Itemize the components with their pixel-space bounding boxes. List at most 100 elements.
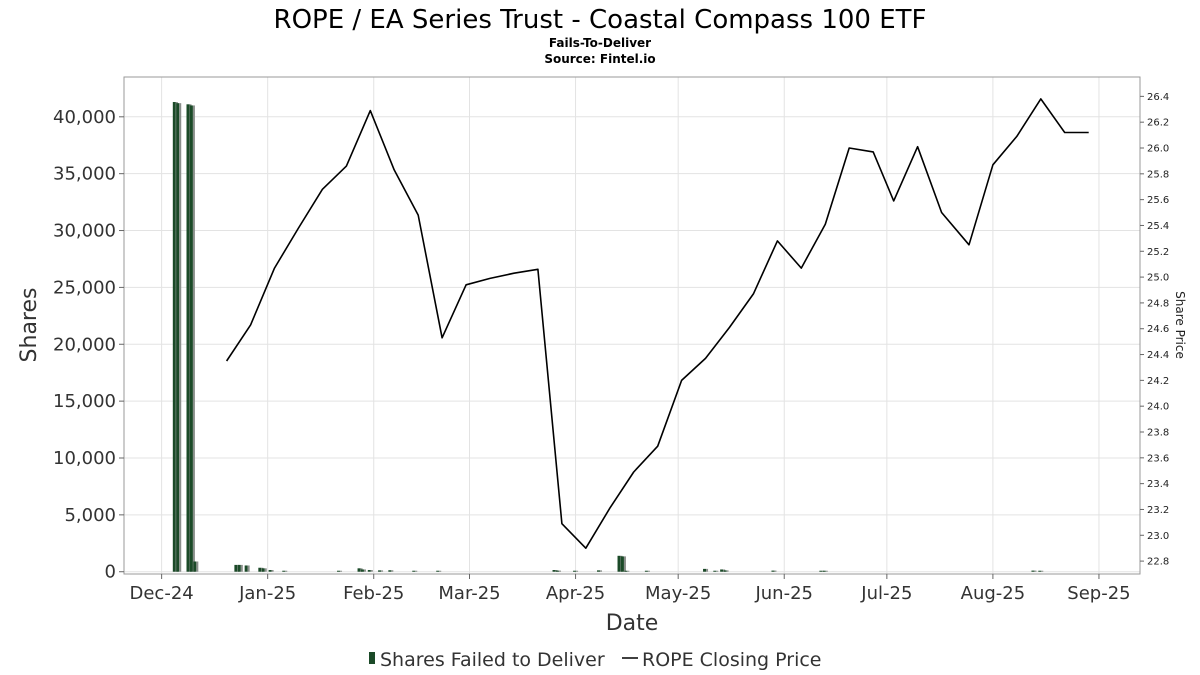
y-right-tick-label: 25.4 [1147,221,1169,232]
fails-bar [367,570,371,572]
fails-bar-shadow [706,568,709,572]
chart-subtitle-line-1: Fails-To-Deliver [549,36,651,50]
y-right-tick-label: 24.4 [1147,350,1169,361]
x-tick-label: May-25 [645,583,711,604]
fails-bars [172,102,1044,572]
fails-bar [261,568,265,572]
fails-bar [822,570,826,572]
y-tick-label: 40,000 [53,107,116,128]
y-axis-right-label: Share Price [1173,291,1187,359]
y-right-tick-label: 26.4 [1147,92,1169,103]
fails-bar [771,570,775,572]
fails-bar [186,104,190,572]
fails-bar [337,570,341,572]
y-axis-left-ticks: 0 5,000 10,000 15,000 20,000 25,000 30,000 35,0… [53,107,124,583]
x-tick-label: Jul-25 [860,583,912,604]
x-tick-label: Dec-24 [130,583,194,604]
fails-bar [360,569,364,572]
y-right-tick-label: 23.0 [1147,531,1169,542]
y-tick-label: 35,000 [53,164,116,185]
chart-subtitle-line-2: Source: Fintel.io [544,52,655,66]
legend: Shares Failed to Deliver ROPE Closing Pr… [369,649,822,671]
fails-bar-shadow [196,561,199,572]
fails-bar [388,570,392,572]
y-right-tick-label: 24.2 [1147,376,1169,387]
fails-bar [597,570,601,572]
fails-bar-shadow [240,564,243,572]
y-right-tick-label: 23.4 [1147,479,1169,490]
y-tick-label: 10,000 [53,448,116,469]
fails-bar [1038,570,1042,572]
x-tick-label: Mar-25 [438,583,500,604]
fails-bar [268,570,272,572]
x-axis-ticks: Dec-24 Jan-25 Feb-25 Mar-25 Apr-25 May-25 Jun-… [130,574,1131,604]
y-right-tick-label: 25.0 [1147,273,1169,284]
y-right-tick-label: 23.6 [1147,453,1169,464]
fails-bar-shadow [774,570,777,572]
price-line-group [225,98,1089,550]
x-tick-label: Jun-25 [754,583,813,604]
fails-bar [189,105,193,572]
price-line [225,98,1089,550]
y-tick-label: 5,000 [64,505,116,526]
fails-bar [244,565,248,572]
y-right-tick-label: 26.0 [1147,144,1169,155]
x-tick-label: Sep-25 [1067,583,1130,604]
fails-bar-shadow [285,570,288,572]
grid-lines [124,77,1140,574]
fails-bar [617,555,621,572]
fails-bar-shadow [391,570,394,572]
fails-bar [172,102,176,572]
fails-bar-shadow [627,570,630,572]
fails-bar-shadow [247,565,250,572]
fails-bar-shadow [439,570,442,572]
fails-bar [713,570,717,572]
y-tick-label: 30,000 [53,221,116,242]
fails-bar-shadow [1034,570,1037,572]
fails-bar-shadow [370,570,373,572]
fails-bar [282,570,286,572]
fails-bar [234,564,238,572]
y-right-tick-label: 22.8 [1147,557,1169,568]
y-right-tick-label: 23.8 [1147,428,1169,439]
y-tick-label: 20,000 [53,334,116,355]
fails-bar [1031,570,1035,572]
legend-label-fails: Shares Failed to Deliver [380,649,605,671]
y-right-tick-label: 23.2 [1147,505,1169,516]
fails-bar [573,570,577,572]
y-tick-label: 15,000 [53,391,116,412]
y-right-tick-label: 25.2 [1147,247,1169,258]
fails-bar [703,568,707,572]
y-right-tick-label: 25.8 [1147,169,1169,180]
fails-bar-shadow [381,570,384,572]
plot-area [123,76,1141,575]
fails-bar-shadow [600,570,603,572]
fails-bar [723,570,727,572]
chart-title: ROPE / EA Series Trust - Coastal Compass… [274,5,927,35]
fails-bar [620,556,624,572]
fails-bar [237,564,241,572]
fails-bar-shadow [1041,570,1044,572]
fails-bar [624,570,628,572]
y-right-tick-label: 25.6 [1147,195,1169,206]
fails-bar [436,570,440,572]
fails-bar [193,561,197,572]
legend-label-price: ROPE Closing Price [642,649,822,671]
fails-bar [644,570,648,572]
fails-bar [819,570,823,572]
y-tick-label: 25,000 [53,277,116,298]
y-right-tick-label: 24.8 [1147,298,1169,309]
fails-bar-shadow [623,556,626,572]
fails-bar-shadow [363,569,366,572]
y-right-tick-label: 26.2 [1147,118,1169,129]
fails-bar-shadow [179,103,182,572]
fails-bar-shadow [576,570,579,572]
fails-bar-shadow [558,570,561,572]
fails-bar-shadow [271,570,274,572]
x-tick-label: Feb-25 [343,583,404,604]
y-axis-label: Shares [17,288,42,363]
fails-bar-shadow [264,568,267,572]
fails-bar-shadow [415,570,418,572]
x-tick-label: Jan-25 [238,583,296,604]
